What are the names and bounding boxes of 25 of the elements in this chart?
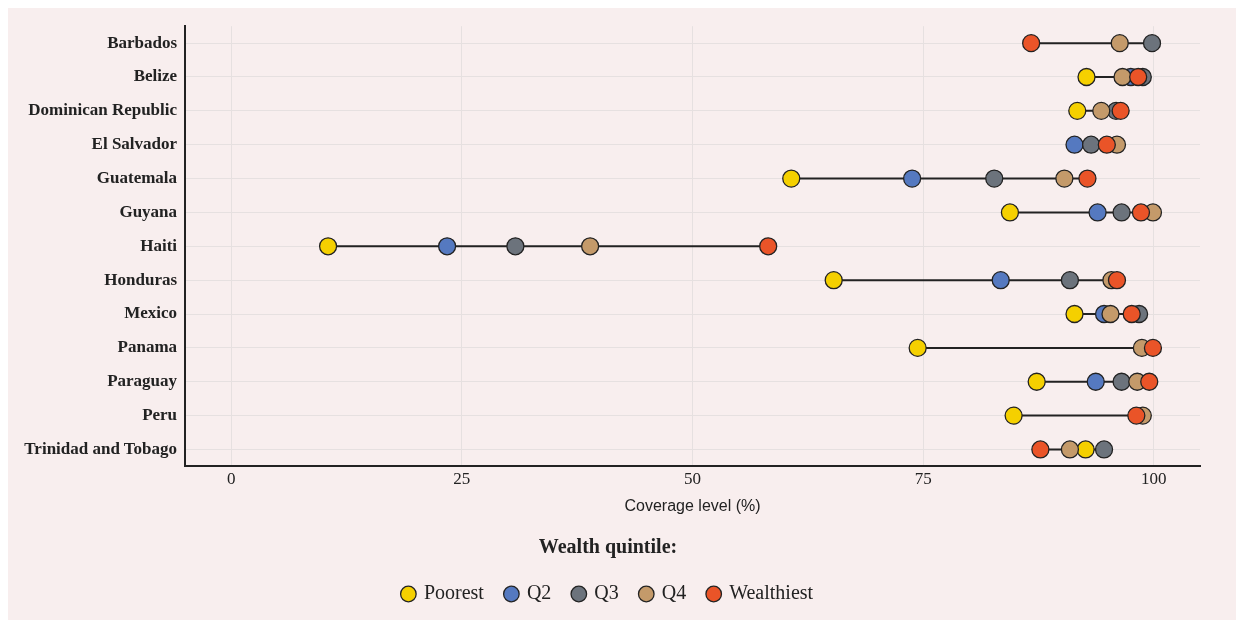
x-axis-title: Coverage level (%) — [624, 496, 761, 514]
legend-label: Q3 — [594, 581, 619, 604]
y-tick-label: Dominican Republic — [28, 100, 178, 120]
y-tick-label: Haiti — [140, 235, 178, 255]
y-tick-label: Honduras — [104, 269, 178, 289]
x-tick-label: 0 — [226, 469, 236, 489]
y-tick-label: Guyana — [119, 201, 178, 221]
y-tick-label: Paraguay — [107, 371, 178, 391]
y-tick-label: Peru — [142, 405, 178, 424]
x-tick-label: 75 — [914, 469, 932, 489]
legend-label: Q2 — [526, 581, 552, 604]
y-tick-label: Belize — [133, 66, 178, 86]
y-tick-label: El Salvador — [91, 134, 178, 154]
x-tick-label: 50 — [684, 469, 702, 489]
y-tick-label: Barbados — [107, 32, 178, 52]
y-tick-label: Guatemala — [96, 167, 178, 187]
y-tick-label: Trinidad and Tobago — [24, 438, 178, 458]
x-tick-label: 100 — [1141, 469, 1167, 489]
x-tick-label: 25 — [453, 469, 471, 489]
legend-label: Poorest — [423, 581, 485, 604]
legend-title: Wealth quintile: — [538, 535, 678, 559]
legend-label: Wealthiest — [729, 581, 814, 604]
legend-label: Q4 — [661, 581, 687, 604]
y-tick-label: Mexico — [124, 303, 178, 323]
y-tick-label: Panama — [117, 337, 178, 357]
